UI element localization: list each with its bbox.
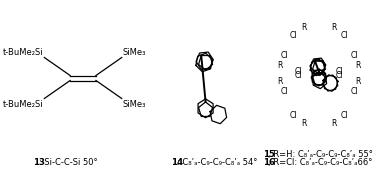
- Text: Cl: Cl: [295, 67, 302, 76]
- Text: Cl: Cl: [280, 86, 288, 96]
- Text: : C₈’ₐ-C₉-C₉-C₈’ₐ 54°: : C₈’ₐ-C₉-C₉-C₈’ₐ 54°: [177, 158, 258, 167]
- Text: Cl: Cl: [341, 110, 348, 120]
- Text: R: R: [355, 61, 360, 69]
- Text: , R=H: C₈’ₐ-C₉-C₉-C₈’ₐ 55°: , R=H: C₈’ₐ-C₉-C₉-C₈’ₐ 55°: [268, 150, 373, 159]
- Text: SiMe₃: SiMe₃: [123, 47, 146, 57]
- Text: R: R: [301, 118, 307, 127]
- Text: Cl: Cl: [280, 50, 288, 59]
- Text: R: R: [278, 61, 283, 69]
- Text: Cl: Cl: [336, 67, 343, 76]
- Text: : Si-C-C-Si 50°: : Si-C-C-Si 50°: [39, 158, 98, 167]
- Text: R: R: [331, 23, 336, 32]
- Text: Cl: Cl: [295, 71, 302, 79]
- Text: t-BuMe₂Si: t-BuMe₂Si: [3, 100, 44, 108]
- Text: Cl: Cl: [341, 30, 348, 40]
- Text: Cl: Cl: [350, 50, 358, 59]
- Text: Cl: Cl: [289, 110, 297, 120]
- Text: SiMe₃: SiMe₃: [123, 100, 146, 108]
- Text: Cl: Cl: [289, 30, 297, 40]
- Text: 16: 16: [263, 158, 275, 167]
- Text: t-BuMe₂Si: t-BuMe₂Si: [3, 47, 44, 57]
- Text: Cl: Cl: [350, 86, 358, 96]
- Text: R: R: [355, 76, 360, 86]
- Text: R: R: [331, 118, 336, 127]
- Text: 13: 13: [33, 158, 45, 167]
- Text: Cl: Cl: [336, 71, 343, 79]
- Text: R: R: [301, 23, 307, 32]
- Text: 14: 14: [171, 158, 183, 167]
- Text: 15: 15: [263, 150, 274, 159]
- Text: R: R: [278, 76, 283, 86]
- Text: , R=Cl: C₈’ₐ-C₉-C₉-C₈’ₐ66°: , R=Cl: C₈’ₐ-C₉-C₉-C₈’ₐ66°: [268, 158, 373, 167]
